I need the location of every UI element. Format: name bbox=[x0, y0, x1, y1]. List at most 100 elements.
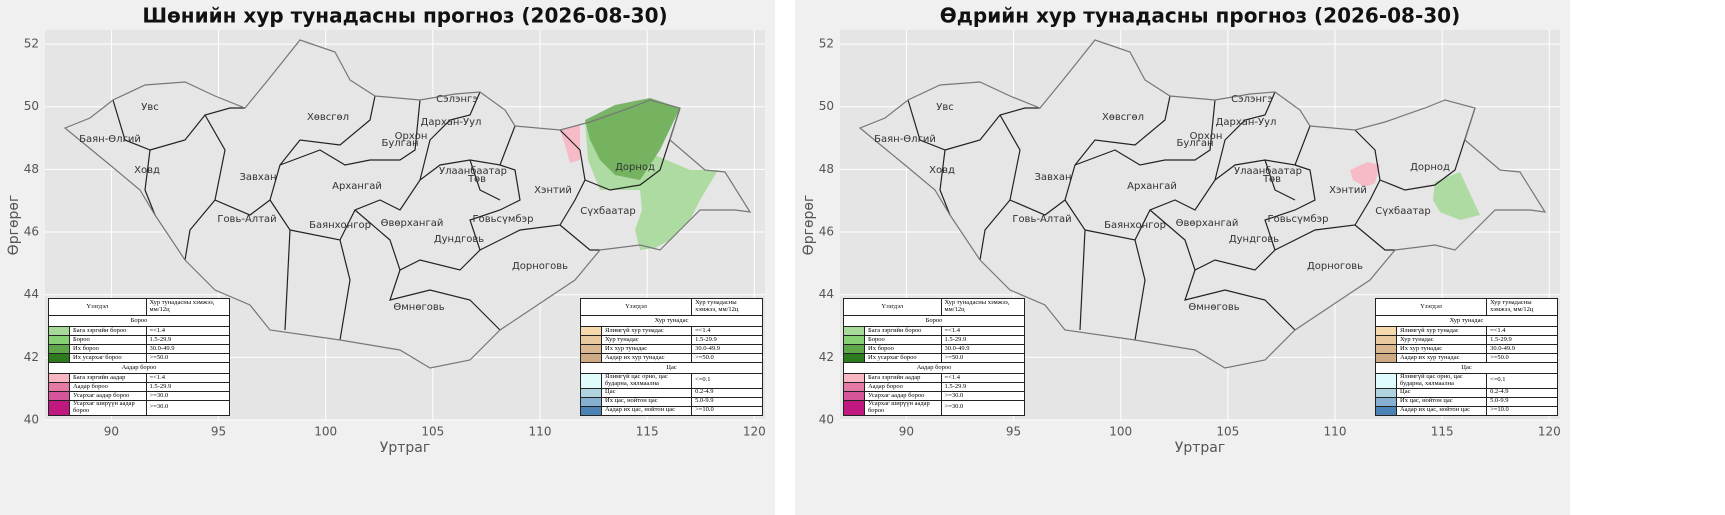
map: Шөнийн хур тунадасны прогноз (2026-08-30… bbox=[6, 4, 766, 457]
x-tick-label: 120 bbox=[1538, 425, 1561, 439]
province-border bbox=[1184, 269, 1296, 331]
country-border bbox=[63, 39, 752, 369]
legend-swatch bbox=[48, 382, 70, 392]
province-label: Ховд bbox=[134, 165, 160, 176]
province-label: Дундговь bbox=[1229, 234, 1279, 245]
legend-swatch bbox=[580, 405, 602, 416]
province-label: Дархан-Уул bbox=[421, 117, 482, 128]
legend-row: Бага зэргийн аадар =<1.4 bbox=[843, 373, 1026, 383]
legend-row: Бага зэргийн аадар =<1.4 bbox=[48, 373, 231, 383]
legend-row: Хур тунадас 1.5-29.9 bbox=[580, 335, 763, 345]
province-label: Хэнтий bbox=[534, 185, 572, 196]
province-label: Сэлэнгэ bbox=[436, 94, 478, 105]
legend-row: Хур тунадас 1.5-29.9 bbox=[1375, 335, 1558, 345]
legend-range: >=30.0 bbox=[145, 391, 231, 401]
legend-table: Үзэгдэл Хур тунадасны хэмжээ, мм/12ц Хур т… bbox=[1374, 298, 1558, 416]
province-label: Хөвсгөл bbox=[307, 112, 349, 123]
panel: Шөнийн хур тунадасны прогноз (2026-08-30… bbox=[0, 0, 775, 515]
province-label: Архангай bbox=[1127, 181, 1177, 192]
country-border bbox=[858, 39, 1547, 369]
country-fill bbox=[860, 40, 1545, 368]
legend-name: Их хур тунадас bbox=[600, 344, 693, 354]
legend-range: 1.5-29.9 bbox=[145, 335, 231, 345]
province-label: Дорноговь bbox=[1307, 261, 1363, 272]
legend-row: Бороо bbox=[48, 315, 230, 327]
legend-name: Их цас, нойтон цас bbox=[1395, 396, 1488, 407]
legend-name: Их усархаг бороо bbox=[864, 353, 942, 363]
legend-swatch bbox=[1375, 335, 1397, 345]
province-label: Улаанбаатар bbox=[1234, 166, 1302, 177]
legend-swatch bbox=[1375, 396, 1397, 407]
legend-row: Цас 0.2-4.9 bbox=[580, 387, 763, 398]
legend-row: Их цас, нойтон цас 5.0-9.9 bbox=[1375, 396, 1558, 407]
legend-swatch bbox=[580, 353, 602, 363]
province-label: Булган bbox=[1176, 138, 1213, 149]
legend-row: Ялимгүй цас орно, цас бударна, хялмаална… bbox=[1375, 373, 1558, 389]
x-tick-label: 90 bbox=[104, 425, 119, 439]
province-border bbox=[389, 269, 501, 331]
legend-row: Бага зэргийн бороо =<1.4 bbox=[48, 326, 231, 336]
province-label: Сүхбаатар bbox=[580, 206, 636, 217]
legend-range: >=30.0 bbox=[145, 400, 231, 416]
legend-name: Бороо bbox=[864, 335, 942, 345]
legend-range: =<1.4 bbox=[145, 326, 231, 336]
x-tick-label: 105 bbox=[1216, 425, 1239, 439]
legend-row: Их хур тунадас 30.0-49.9 bbox=[580, 344, 763, 354]
province-label: Завхан bbox=[1034, 172, 1071, 183]
legend-range: 30.0-49.9 bbox=[145, 344, 231, 354]
province-label: Өмнөговь bbox=[393, 302, 444, 313]
province-label: Дорноговь bbox=[512, 261, 568, 272]
legend-name: Хур тунадас bbox=[600, 335, 693, 345]
legend-swatch bbox=[48, 353, 70, 363]
legend-name: Аадар их хур тунадас bbox=[1395, 353, 1488, 363]
x-tick-label: 115 bbox=[636, 425, 659, 439]
province-label: Хэнтий bbox=[1329, 185, 1367, 196]
legend-name: Их усархаг бороо bbox=[69, 353, 147, 363]
legend-swatch bbox=[1375, 387, 1397, 398]
legend-row: Усархаг ширүүн аадар бороо >=30.0 bbox=[843, 400, 1026, 416]
legend-range: 1.5-29.9 bbox=[940, 382, 1026, 392]
legend-row: Их бороо 30.0-49.9 bbox=[843, 344, 1026, 354]
legend-swatch bbox=[580, 373, 602, 389]
legend-range: >=30.0 bbox=[940, 400, 1026, 416]
province-label: Увс bbox=[141, 102, 159, 113]
province-border bbox=[1074, 99, 1216, 166]
legend-row: Усархаг ширүүн аадар бороо >=30.0 bbox=[48, 400, 231, 416]
legend-range: 1.5-29.9 bbox=[1486, 335, 1558, 345]
legend-row: Цас bbox=[580, 362, 763, 374]
legend-swatch bbox=[48, 391, 70, 401]
legend-row: Үзэгдэл Хур тунадасны хэмжээ, мм/12ц bbox=[579, 298, 763, 316]
legend-row: Аадар бороо 1.5-29.9 bbox=[843, 382, 1026, 392]
legend-row: Их усархаг бороо >=50.0 bbox=[48, 353, 231, 363]
x-tick-label: 100 bbox=[314, 425, 337, 439]
legend-range: =<1.4 bbox=[145, 373, 231, 383]
legend-range: >=30.0 bbox=[940, 391, 1026, 401]
x-tick-label: 90 bbox=[899, 425, 914, 439]
legend-table: Үзэгдэл Хур тунадасны хэмжээ, мм/12ц Бороо… bbox=[48, 298, 231, 416]
province-label: Сэлэнгэ bbox=[1231, 94, 1273, 105]
legend-row: Бороо 1.5-29.9 bbox=[843, 335, 1026, 345]
legend-name: Усархаг ширүүн аадар бороо bbox=[864, 400, 942, 416]
legend-row: Хур тунадас bbox=[580, 315, 763, 327]
x-tick-label: 110 bbox=[529, 425, 552, 439]
legend-range: =<1.4 bbox=[691, 326, 763, 336]
legend-row: Цас bbox=[1375, 362, 1558, 374]
y-tick-label: 42 bbox=[24, 350, 39, 364]
map: Өдрийн хур тунадасны прогноз (2026-08-30… bbox=[801, 4, 1561, 457]
legend-name: Аадар их цас, нойтон цас bbox=[1395, 405, 1488, 416]
legend-range: >=50.0 bbox=[940, 353, 1026, 363]
legend-name: Их хур тунадас bbox=[1395, 344, 1488, 354]
x-tick-label: 115 bbox=[1431, 425, 1454, 439]
legend-name: Ялимгүй цас орно, цас бударна, хялмаална bbox=[600, 373, 693, 389]
legend-name: Бага зэргийн бороо bbox=[864, 326, 942, 336]
legend-range: 1.5-29.9 bbox=[940, 335, 1026, 345]
y-tick-label: 52 bbox=[819, 37, 834, 51]
legend-name: Цас bbox=[600, 387, 693, 398]
legend-range: >=50.0 bbox=[691, 353, 763, 363]
legend-section: Бороо bbox=[48, 315, 230, 327]
legend-range: 5.0-9.9 bbox=[1486, 396, 1558, 407]
legend-name: Аадар их цас, нойтон цас bbox=[600, 405, 693, 416]
legend-range: 0.2-4.9 bbox=[1486, 387, 1558, 398]
legend-range: 0.2-4.9 bbox=[691, 387, 763, 398]
